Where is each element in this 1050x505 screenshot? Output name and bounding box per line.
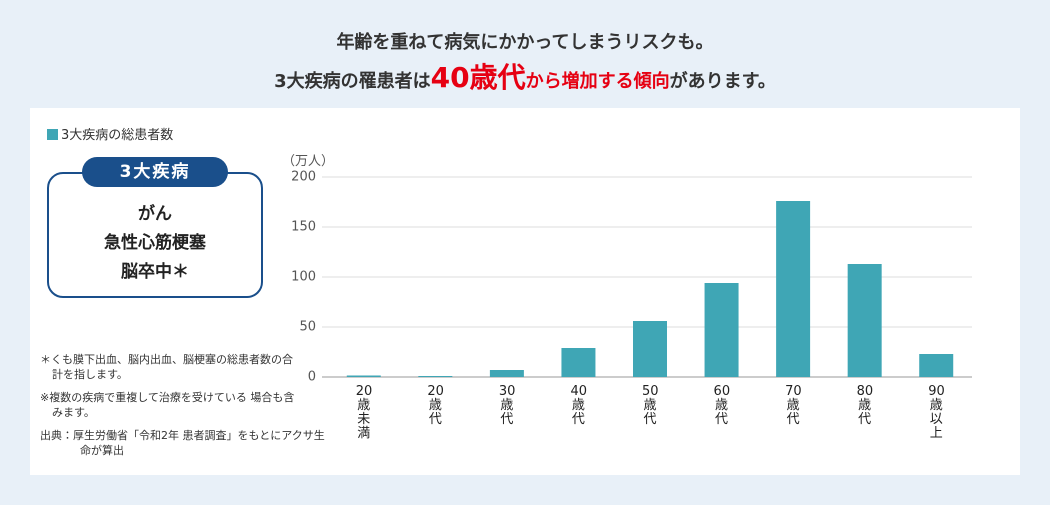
x-tick-label: 30歳代 xyxy=(498,384,516,427)
disease-box xyxy=(47,172,263,298)
disease-item: がん xyxy=(138,204,172,224)
disease-items: がん 急性心筋梗塞 脳卒中＊ xyxy=(47,200,263,287)
x-tick-label: 90歳以上 xyxy=(928,384,945,441)
x-tick-label: 20歳代 xyxy=(427,384,444,427)
bar xyxy=(561,348,596,377)
legend-label: 3大疾病の総患者数 xyxy=(61,128,174,143)
note: 出典：厚生労働省「令和2年 患者調査」をもとにアクサ生命が算出 xyxy=(40,429,325,457)
x-tick-label: 80歳代 xyxy=(856,384,874,427)
headline: 年齢を重ねて病気にかかってしまうリスクも。 xyxy=(336,32,714,53)
headline-part: 3大疾病の罹患者は xyxy=(274,71,431,92)
x-tick-label: 20歳未満 xyxy=(355,384,373,441)
y-axis-label: （万人） xyxy=(282,154,335,169)
bar xyxy=(704,283,739,377)
bar xyxy=(847,264,882,377)
headline-highlight: 40歳代 xyxy=(430,61,526,94)
disease-item: 脳卒中＊ xyxy=(121,262,189,282)
disease-item: 急性心筋梗塞 xyxy=(104,233,206,253)
x-tick-label: 70歳代 xyxy=(785,384,802,427)
bar xyxy=(489,370,524,377)
headline-highlight: から増加する傾向 xyxy=(525,71,670,92)
y-tick-label: 100 xyxy=(291,270,316,285)
bar xyxy=(919,354,954,377)
x-tick-label: 40歳代 xyxy=(570,384,587,427)
note: ＊くも膜下出血、脳内出血、脳梗塞の総患者数の合計を指します。 xyxy=(40,353,293,381)
bar xyxy=(418,376,453,377)
legend-swatch xyxy=(47,129,58,140)
headline-part: があります。 xyxy=(669,71,776,92)
legend: 3大疾病の総患者数 xyxy=(47,124,173,143)
y-tick-label: 50 xyxy=(299,320,316,335)
x-tick-label: 60歳代 xyxy=(713,384,731,427)
y-tick-label: 0 xyxy=(308,370,316,385)
note: ※複数の疾病で重複して治療を受けている 場合も含みます。 xyxy=(40,391,295,419)
headline-2: 3大疾病の罹患者は40歳代から増加する傾向があります。 xyxy=(0,56,1050,96)
bar xyxy=(776,201,811,377)
y-tick-label: 200 xyxy=(291,170,316,185)
bar xyxy=(346,375,381,377)
disease-tag: 3大疾病 xyxy=(82,157,228,187)
x-tick-label: 50歳代 xyxy=(642,384,659,427)
y-tick-label: 150 xyxy=(291,220,316,235)
bar xyxy=(633,321,667,377)
